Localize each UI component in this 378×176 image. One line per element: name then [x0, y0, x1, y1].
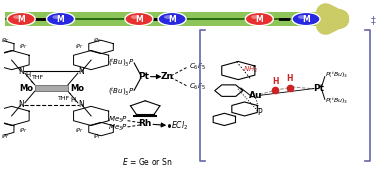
Text: Mo: Mo [70, 83, 84, 93]
Text: $i$Pr: $i$Pr [93, 36, 102, 44]
Text: THF: THF [33, 75, 45, 80]
Circle shape [164, 15, 172, 19]
Text: $C_6F_5$: $C_6F_5$ [189, 82, 206, 92]
Text: H: H [272, 77, 278, 86]
Circle shape [53, 15, 60, 19]
FancyBboxPatch shape [5, 18, 325, 20]
Text: $C_6F_5$: $C_6F_5$ [189, 61, 206, 72]
Text: Au: Au [249, 91, 262, 100]
Text: M: M [135, 15, 143, 24]
Text: Pt: Pt [313, 83, 324, 93]
Text: $Me_3P$: $Me_3P$ [108, 115, 127, 125]
Circle shape [125, 12, 153, 26]
Text: $i$Pr: $i$Pr [1, 36, 9, 44]
Circle shape [245, 12, 273, 26]
Text: N: N [79, 67, 84, 76]
Text: H: H [26, 72, 31, 78]
Text: N: N [18, 67, 24, 76]
Circle shape [131, 15, 139, 19]
Text: H: H [71, 97, 76, 103]
Text: P: P [257, 108, 262, 117]
Text: N: N [79, 100, 84, 109]
Text: $NH_2$: $NH_2$ [243, 65, 258, 75]
Circle shape [7, 12, 35, 26]
Text: $\ddagger$: $\ddagger$ [370, 14, 377, 27]
Text: $i$Pr: $i$Pr [93, 132, 102, 140]
Text: $E$ = Ge or Sn: $E$ = Ge or Sn [122, 156, 172, 167]
Text: M: M [168, 15, 176, 24]
Text: $\mathit{(^tBu)_3P}$: $\mathit{(^tBu)_3P}$ [108, 86, 134, 98]
Text: $Me_3P$: $Me_3P$ [108, 122, 127, 133]
Text: Zn: Zn [161, 72, 174, 81]
Circle shape [46, 12, 74, 26]
Text: M: M [17, 15, 25, 24]
Circle shape [292, 12, 320, 26]
Text: M: M [57, 15, 64, 24]
FancyBboxPatch shape [5, 12, 325, 26]
Text: $i$Pr: $i$Pr [1, 132, 9, 140]
Text: M: M [302, 15, 310, 24]
Text: $i$Pr: $i$Pr [75, 126, 83, 134]
Circle shape [13, 15, 21, 19]
Text: $i$Pr: $i$Pr [20, 42, 28, 50]
Text: N: N [18, 100, 24, 109]
Text: Pt: Pt [138, 72, 149, 81]
FancyBboxPatch shape [35, 85, 68, 91]
Text: THF: THF [58, 96, 70, 101]
Text: $i$Pr: $i$Pr [20, 126, 28, 134]
Text: Rh: Rh [138, 119, 152, 128]
Text: $P(^tBu)_3$: $P(^tBu)_3$ [325, 70, 348, 80]
Text: $i$Pr: $i$Pr [75, 42, 83, 50]
Text: $ECl_2$: $ECl_2$ [171, 120, 188, 132]
Circle shape [158, 12, 186, 26]
Text: H: H [287, 74, 293, 83]
Text: $P(^tBu)_3$: $P(^tBu)_3$ [325, 96, 348, 106]
Circle shape [298, 15, 306, 19]
Text: Mo: Mo [19, 83, 33, 93]
Circle shape [251, 15, 259, 19]
Text: $\mathit{(^tBu)_3P}$: $\mathit{(^tBu)_3P}$ [108, 56, 134, 68]
Text: M: M [256, 15, 263, 24]
